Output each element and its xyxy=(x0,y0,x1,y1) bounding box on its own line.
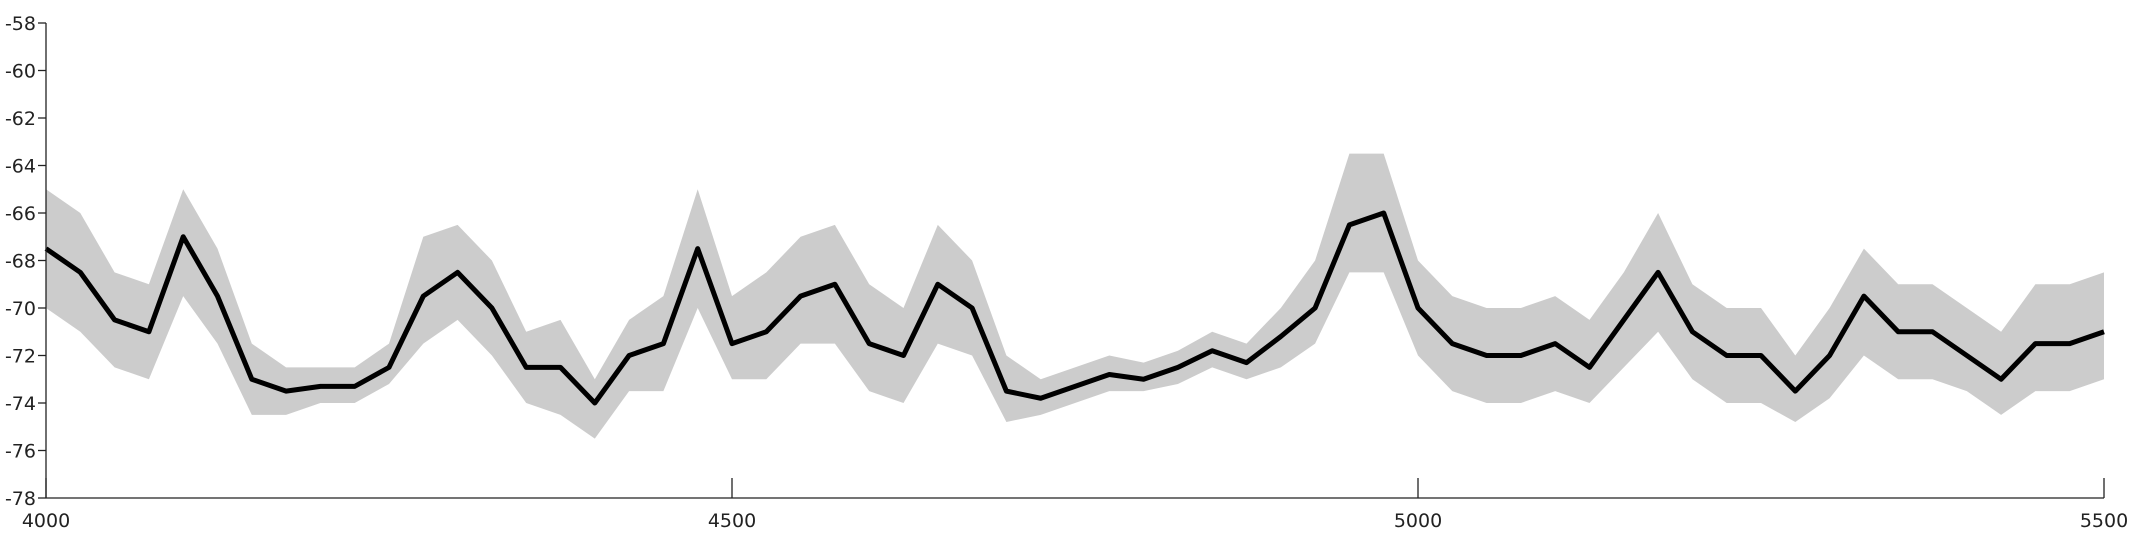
y-tick-label: -74 xyxy=(5,393,36,415)
y-tick-label: -62 xyxy=(5,108,36,130)
y-tick-label: -70 xyxy=(5,298,36,320)
data-line xyxy=(44,210,2105,406)
x-tick-label: 4000 xyxy=(22,510,70,532)
y-tick-label: -72 xyxy=(5,346,36,368)
x-tick-label: 4500 xyxy=(708,510,756,532)
y-tick-label: -76 xyxy=(5,441,36,463)
band-area xyxy=(46,153,2104,439)
x-tick-label: 5000 xyxy=(1394,510,1442,532)
y-tick-label: -60 xyxy=(5,61,36,83)
y-tick-label: -68 xyxy=(5,251,36,273)
y-tick-label: -78 xyxy=(5,488,36,510)
y-tick-label: -64 xyxy=(5,156,36,178)
y-tick-label: -58 xyxy=(5,13,36,35)
x-tick-label: 5500 xyxy=(2080,510,2128,532)
y-tick-label: -66 xyxy=(5,203,36,225)
